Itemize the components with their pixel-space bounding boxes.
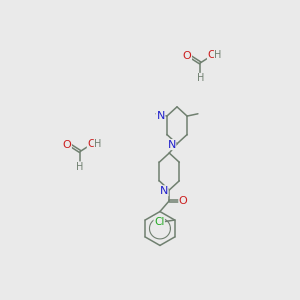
Text: O: O [208,50,216,60]
Text: N: N [167,140,176,150]
Text: Cl: Cl [154,217,164,226]
Text: H: H [214,50,222,60]
Text: N: N [157,111,165,121]
Text: H: H [76,162,84,172]
Text: O: O [63,140,71,150]
Text: H: H [94,139,102,149]
Text: H: H [196,73,204,83]
Text: O: O [183,51,191,61]
Text: O: O [179,196,188,206]
Text: O: O [87,139,96,149]
Text: N: N [160,186,168,196]
